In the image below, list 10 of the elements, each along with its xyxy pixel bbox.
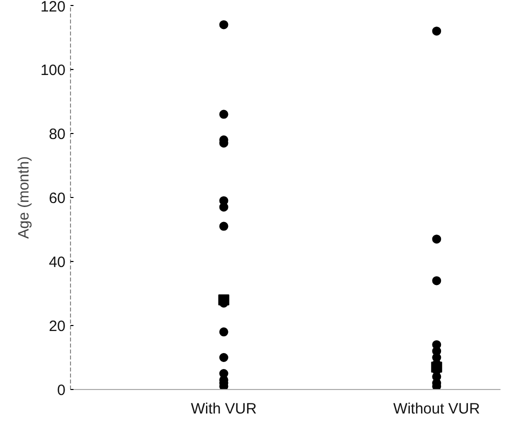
y-tick-label: 0: [57, 382, 66, 399]
y-tick-label: 100: [40, 62, 66, 79]
y-tick-label: 60: [48, 190, 66, 207]
y-tick-label: 120: [40, 0, 66, 16]
x-tick-label: With VUR: [190, 400, 257, 418]
y-axis-title: Age (month): [15, 156, 32, 239]
x-tick-label: Without VUR: [393, 400, 480, 418]
y-tick-label: 20: [48, 318, 66, 335]
y-tick-label: 40: [48, 254, 66, 271]
y-tick-label: 80: [48, 126, 66, 143]
